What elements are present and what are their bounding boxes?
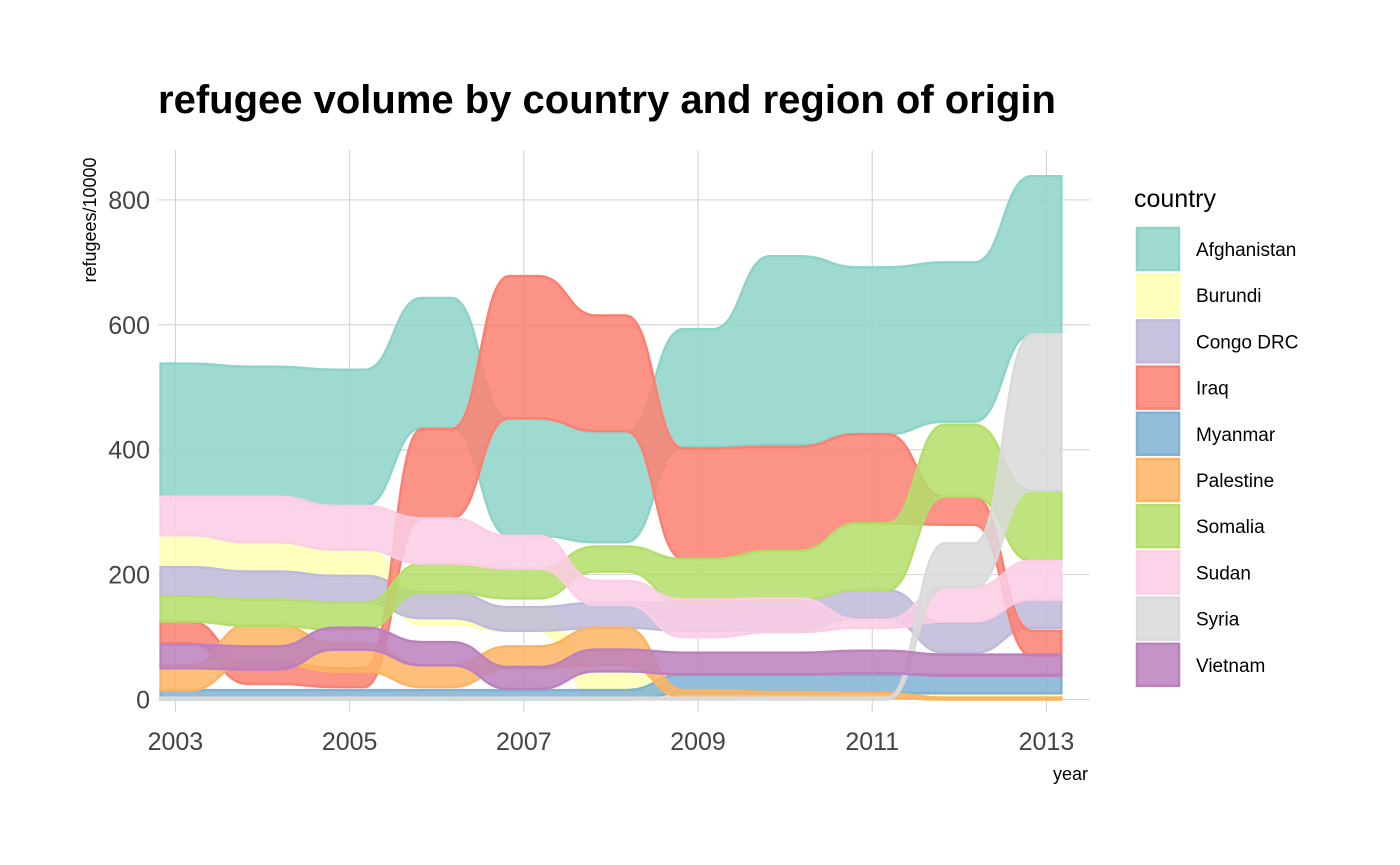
legend-swatch — [1135, 550, 1181, 595]
x-tick-label: 2011 — [845, 728, 899, 756]
legend-title: country — [1134, 185, 1216, 213]
legend-swatch — [1135, 596, 1181, 641]
legend-label: Somalia — [1196, 517, 1265, 538]
legend-label: Congo DRC — [1196, 332, 1298, 353]
x-axis-label: year — [1053, 764, 1088, 784]
series-band-vietnam — [159, 626, 1063, 691]
legend-label: Myanmar — [1196, 425, 1276, 446]
series-band-sudan — [159, 495, 1063, 639]
x-axis-ticks: 2003 2005 2007 2009 2011 2013 — [148, 728, 1075, 756]
legend-label: Sudan — [1196, 563, 1251, 584]
legend-label: Burundi — [1196, 286, 1262, 307]
legend-label: Syria — [1196, 610, 1240, 631]
x-tick-label: 2007 — [496, 728, 552, 756]
x-tick-label: 2005 — [322, 728, 378, 756]
legend-label: Afghanistan — [1196, 240, 1296, 261]
y-axis-label: refugees/10000 — [80, 157, 100, 282]
legend-swatch — [1135, 365, 1181, 410]
series-band-syria — [159, 332, 1063, 701]
y-tick-label: 600 — [108, 312, 150, 340]
legend-swatch — [1135, 319, 1181, 364]
series-band-congo-drc — [159, 565, 1063, 654]
legend-label: Palestine — [1196, 471, 1274, 492]
y-tick-label: 400 — [108, 437, 150, 465]
legend-label: Iraq — [1196, 379, 1229, 400]
legend-swatch — [1135, 642, 1181, 688]
y-tick-label: 800 — [108, 187, 150, 215]
chart-title: refugee volume by country and region of … — [158, 78, 1056, 122]
series-areas — [159, 174, 1063, 701]
legend-swatch — [1135, 457, 1181, 503]
legend-swatch — [1135, 226, 1181, 272]
y-tick-label: 200 — [108, 562, 150, 590]
legend-label: Vietnam — [1196, 656, 1265, 677]
legend-swatch — [1135, 411, 1181, 457]
legend-swatch — [1135, 272, 1181, 318]
legend: country Afghanistan Burundi Congo DRC Iraq M… — [1134, 185, 1298, 688]
y-tick-label: 0 — [136, 687, 150, 715]
x-tick-label: 2013 — [1019, 728, 1075, 756]
x-tick-label: 2003 — [148, 728, 204, 756]
legend-swatch — [1135, 503, 1181, 549]
y-axis-ticks: 0 200 400 600 800 — [108, 187, 150, 715]
x-tick-label: 2009 — [670, 728, 726, 756]
series-band-iraq — [159, 274, 1063, 689]
